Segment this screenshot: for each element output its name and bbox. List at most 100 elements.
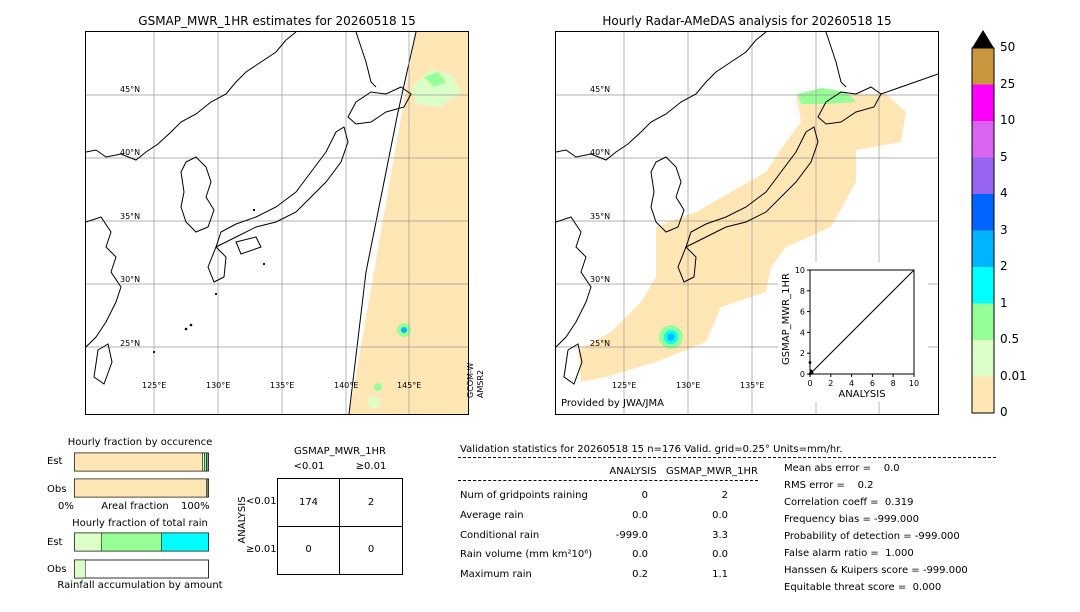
colorbar-segment (972, 121, 994, 158)
score-7: Hanssen & Kuipers score = -999.000 (784, 565, 968, 576)
colorbar-label: 10 (1000, 113, 1016, 127)
contingency-col-header-2: ≥0.01 (355, 461, 387, 472)
stats-row-analysis-1: 0 (641, 490, 648, 501)
colorbar (971, 30, 995, 414)
scatter-ytick-label: 8 (800, 287, 805, 296)
left-lat-label-35: 35°N (120, 212, 141, 221)
stats-row-gsmap-5: 1.1 (712, 569, 728, 580)
colorbar-label: 0.5 (1000, 332, 1020, 346)
total-rain-bar-segment (74, 559, 86, 579)
right-map-title: Hourly Radar-AMeDAS analysis for 2026051… (602, 14, 892, 28)
data-credit: Provided by JWA/JMA (561, 398, 664, 409)
stats-row-analysis-2: 0.0 (632, 510, 648, 521)
scatter-point (808, 361, 812, 364)
coastline-sakhalin (825, 32, 847, 88)
score-1: Mean abs error = 0.0 (784, 463, 900, 474)
left-lon-label-140: 140°E (334, 381, 359, 390)
scatter-ytick-label: 10 (795, 266, 805, 275)
rain-patch-okinawa-core (667, 333, 675, 341)
stats-divider-top (458, 457, 996, 458)
rain-patch-north-core (424, 72, 446, 87)
right-lon-label-125: 125°E (612, 381, 637, 390)
stats-col-gsmap: GSMAP_MWR_1HR (666, 466, 758, 477)
occurrence-bar-segment (207, 478, 209, 498)
score-8: Equitable threat score = 0.000 (784, 582, 942, 593)
contingency-cell-1-2: 2 (367, 497, 375, 508)
occurrence-bar-segment (204, 452, 207, 472)
total-rain-xlabel: Rainfall accumulation by amount (57, 580, 223, 591)
colorbar-segment (972, 194, 994, 231)
stats-row-label-5: Maximum rain (460, 569, 532, 580)
total-rain-bar-frame (74, 559, 209, 579)
occurrence-x-max: 100% (181, 501, 210, 512)
contingency-title: GSMAP_MWR_1HR (294, 446, 386, 457)
scatter-xtick-label: 8 (891, 379, 896, 388)
total-rain-bar-segment (161, 532, 209, 552)
contingency-cell-2-2: 0 (367, 544, 375, 555)
occurrence-title: Hourly fraction by occurence (67, 437, 213, 448)
colorbar-segment (972, 376, 994, 413)
scatter-xtick-label: 4 (849, 379, 854, 388)
scatter-plot: 0 2 4 6 8 10 0 2 4 6 8 10 (795, 266, 919, 388)
total-rain-obs-label: Obs (47, 564, 67, 575)
right-lon-label-130: 130°E (676, 381, 701, 390)
left-map-title: GSMAP_MWR_1HR estimates for 20260518 15 (138, 14, 416, 28)
stats-row-label-1: Num of gridpoints raining (460, 490, 588, 501)
stats-row-analysis-5: 0.2 (632, 569, 648, 580)
score-2: RMS error = 0.2 (784, 480, 874, 491)
contingency-grid: 174 2 0 0 (277, 478, 403, 575)
colorbar-label: 3 (1000, 222, 1008, 237)
coastline-honshu (685, 126, 819, 248)
scatter-xtick-label: 10 (909, 379, 919, 388)
coastline-china (556, 216, 592, 348)
score-3: Correlation coeff = 0.319 (784, 497, 914, 508)
scatter-diagonal (809, 269, 915, 375)
left-lon-label-145: 145°E (397, 381, 422, 390)
scatter-ylabel: GSMAP_MWR_1HR (781, 273, 792, 365)
colorbar-segment (972, 48, 994, 85)
stats-row-gsmap-2: 0.0 (712, 510, 728, 521)
total-rain-bar-segment (101, 532, 162, 552)
left-lat-label-25: 25°N (120, 339, 141, 348)
colorbar-label: 2 (1000, 259, 1008, 273)
rain-patch-north (411, 70, 461, 107)
scatter-ytick-label: 4 (800, 328, 805, 337)
coastline-honshu (215, 126, 349, 248)
right-lat-label-40: 40°N (590, 148, 611, 157)
rain-patch-south-core (401, 327, 407, 333)
coastline-hokkaido (347, 86, 412, 125)
occurrence-xlabel: Areal fraction (101, 501, 169, 512)
scatter-ytick-label: 0 (800, 370, 805, 379)
satellite-swath (349, 32, 468, 414)
colorbar-label: 1 (1000, 295, 1008, 310)
satellite-label-1: GCOM-W (466, 362, 475, 398)
scatter-xtick-label: 2 (828, 379, 833, 388)
colorbar-segment (972, 157, 994, 194)
contingency-row-header-1: <0.01 (246, 496, 277, 507)
rain-patch-southeast (374, 383, 382, 391)
left-lat-label-45: 45°N (120, 85, 141, 94)
colorbar-frame (971, 47, 995, 414)
occurrence-x-min: 0% (58, 501, 74, 512)
stats-row-gsmap-4: 0.0 (712, 549, 728, 560)
colorbar-segment (972, 340, 994, 377)
scatter-xtick-label: 0 (807, 379, 812, 388)
coastline-kurils (880, 73, 938, 95)
stats-header: Validation statistics for 20260518 15 n=… (460, 444, 843, 455)
contingency-cell-2-1: 0 (305, 544, 312, 555)
occurrence-bars (74, 452, 209, 498)
rain-patch-far-south (368, 396, 380, 408)
colorbar-segment (972, 267, 994, 304)
coastline-taiwan (93, 343, 113, 385)
left-lat-label-30: 30°N (120, 275, 141, 284)
contingency-row-header-2: ≥0.01 (246, 544, 277, 555)
stats-row-gsmap-3: 3.3 (712, 530, 728, 541)
right-lat-label-25: 25°N (590, 339, 611, 348)
stats-row-label-3: Conditional rain (460, 530, 540, 541)
contingency-cell-1-1: 174 (298, 497, 319, 508)
stats-col-analysis: ANALYSIS (609, 466, 657, 477)
swath-edge-line (348, 32, 417, 414)
stats-row-analysis-3: -999.0 (615, 530, 648, 541)
coastline-taiwan (563, 343, 583, 385)
satellite-label-2: AMSR2 (476, 369, 485, 398)
